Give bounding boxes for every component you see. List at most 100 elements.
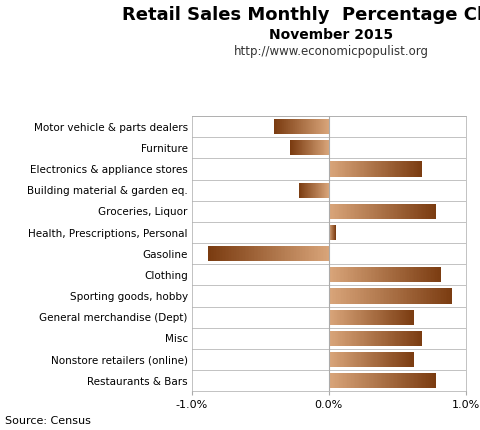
Bar xyxy=(257,246,258,261)
Bar xyxy=(358,331,359,346)
Bar xyxy=(410,331,411,346)
Bar xyxy=(415,289,417,304)
Bar xyxy=(359,352,360,367)
Bar xyxy=(367,331,368,346)
Bar xyxy=(317,246,318,261)
Bar xyxy=(294,246,296,261)
Bar xyxy=(381,373,382,388)
Bar xyxy=(443,289,444,304)
Bar xyxy=(335,267,336,283)
Bar xyxy=(397,331,398,346)
Bar xyxy=(291,119,292,134)
Bar xyxy=(404,161,406,177)
Bar xyxy=(402,373,404,388)
Bar xyxy=(415,331,416,346)
Bar xyxy=(325,119,326,134)
Bar xyxy=(373,161,374,177)
Bar xyxy=(374,161,375,177)
Bar xyxy=(376,289,378,304)
Bar xyxy=(402,310,403,325)
Bar xyxy=(406,204,408,219)
Bar xyxy=(374,310,375,325)
Bar xyxy=(246,246,248,261)
Bar xyxy=(368,161,370,177)
Bar xyxy=(378,204,380,219)
Bar xyxy=(358,267,360,283)
Bar xyxy=(356,161,357,177)
Bar xyxy=(430,267,431,283)
Bar xyxy=(338,373,339,388)
Bar xyxy=(371,310,372,325)
Bar xyxy=(400,352,401,367)
Bar xyxy=(411,373,413,388)
Bar xyxy=(363,310,364,325)
Bar xyxy=(396,204,397,219)
Bar xyxy=(344,289,346,304)
Bar xyxy=(215,246,216,261)
Bar xyxy=(377,204,378,219)
Bar xyxy=(370,352,371,367)
Bar xyxy=(426,289,427,304)
Bar xyxy=(287,246,288,261)
Bar xyxy=(297,119,298,134)
Bar xyxy=(421,373,422,388)
Bar xyxy=(393,373,394,388)
Bar xyxy=(410,373,411,388)
Bar xyxy=(358,310,359,325)
Bar xyxy=(367,310,368,325)
Bar xyxy=(350,352,351,367)
Bar xyxy=(382,161,384,177)
Bar xyxy=(366,204,368,219)
Bar xyxy=(414,204,416,219)
Bar xyxy=(372,331,373,346)
Bar xyxy=(345,161,346,177)
Bar xyxy=(419,161,420,177)
Bar xyxy=(412,310,414,325)
Bar xyxy=(370,331,371,346)
Bar xyxy=(393,331,394,346)
Bar xyxy=(376,161,378,177)
Bar xyxy=(367,267,368,283)
Bar xyxy=(351,267,353,283)
Bar xyxy=(449,289,450,304)
Bar xyxy=(419,331,420,346)
Bar xyxy=(414,373,416,388)
Bar xyxy=(330,161,331,177)
Bar xyxy=(308,119,309,134)
Bar xyxy=(343,352,344,367)
Bar xyxy=(396,161,397,177)
Bar xyxy=(417,204,418,219)
Bar xyxy=(354,161,356,177)
Bar xyxy=(391,352,393,367)
Bar xyxy=(345,352,346,367)
Bar xyxy=(365,204,366,219)
Text: Source: Census: Source: Census xyxy=(5,416,91,426)
Bar xyxy=(404,289,406,304)
Bar xyxy=(391,267,392,283)
Bar xyxy=(329,352,330,367)
Bar xyxy=(385,267,386,283)
Bar xyxy=(394,373,396,388)
Bar xyxy=(264,246,265,261)
Bar xyxy=(339,161,340,177)
Bar xyxy=(222,246,224,261)
Bar xyxy=(408,161,409,177)
Bar xyxy=(350,289,352,304)
Bar xyxy=(342,161,343,177)
Bar xyxy=(377,373,378,388)
Bar xyxy=(411,331,412,346)
Bar xyxy=(394,289,395,304)
Bar xyxy=(392,289,394,304)
Bar xyxy=(270,246,272,261)
Bar xyxy=(385,352,386,367)
Bar xyxy=(320,246,321,261)
Bar xyxy=(417,267,419,283)
Bar xyxy=(329,373,330,388)
Bar xyxy=(405,204,406,219)
Bar xyxy=(379,161,380,177)
Bar xyxy=(275,119,276,134)
Bar xyxy=(384,352,385,367)
Bar xyxy=(394,161,395,177)
Bar xyxy=(341,267,343,283)
Bar xyxy=(365,331,366,346)
